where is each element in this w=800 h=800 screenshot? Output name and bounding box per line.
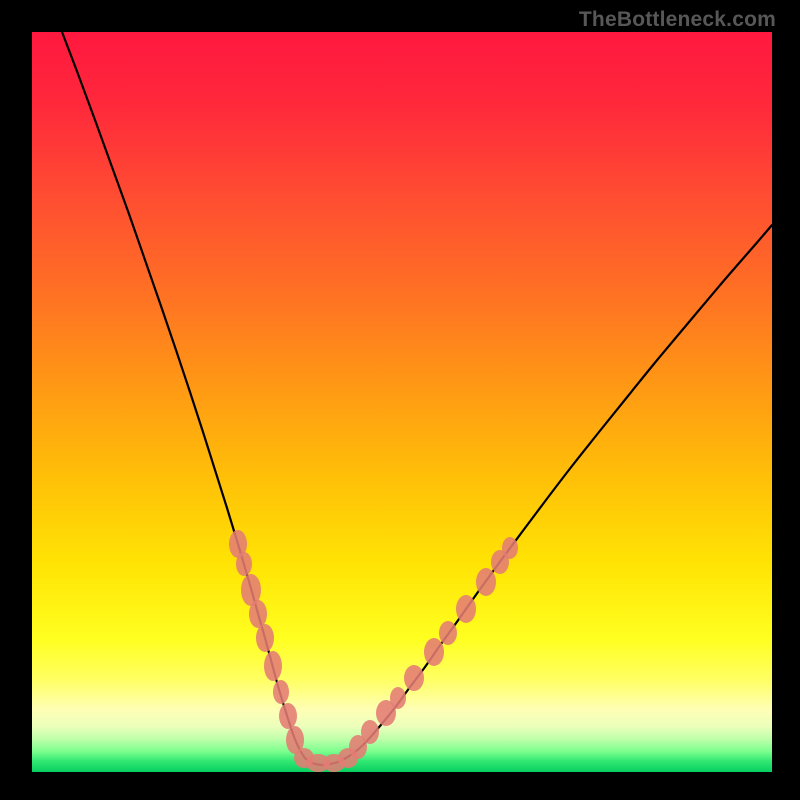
bead-marker (502, 537, 518, 559)
bead-marker (390, 687, 406, 709)
bead-marker (264, 651, 282, 681)
bead-cluster (229, 530, 518, 772)
bead-marker (279, 703, 297, 729)
bead-marker (456, 595, 476, 623)
bead-marker (404, 665, 424, 691)
curves-layer (32, 32, 772, 772)
curve-left (62, 32, 322, 765)
bead-marker (249, 600, 267, 628)
curve-right (322, 225, 772, 765)
plot-area (32, 32, 772, 772)
bead-marker (273, 680, 289, 704)
bead-marker (236, 552, 252, 576)
watermark-text: TheBottleneck.com (579, 8, 776, 32)
chart-frame: TheBottleneck.com (0, 0, 800, 800)
bead-marker (361, 720, 379, 744)
bead-marker (476, 568, 496, 596)
bead-marker (439, 621, 457, 645)
bead-marker (424, 638, 444, 666)
bead-marker (256, 624, 274, 652)
